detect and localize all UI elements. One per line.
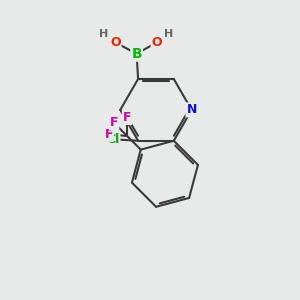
Text: O: O: [110, 36, 121, 49]
Text: B: B: [131, 47, 142, 61]
Text: F: F: [110, 116, 118, 129]
Text: F: F: [123, 111, 131, 124]
Text: H: H: [164, 29, 173, 39]
Text: Cl: Cl: [106, 133, 119, 146]
Text: O: O: [152, 36, 162, 49]
Text: F: F: [104, 128, 113, 141]
Text: N: N: [186, 103, 197, 116]
Text: H: H: [99, 29, 109, 39]
